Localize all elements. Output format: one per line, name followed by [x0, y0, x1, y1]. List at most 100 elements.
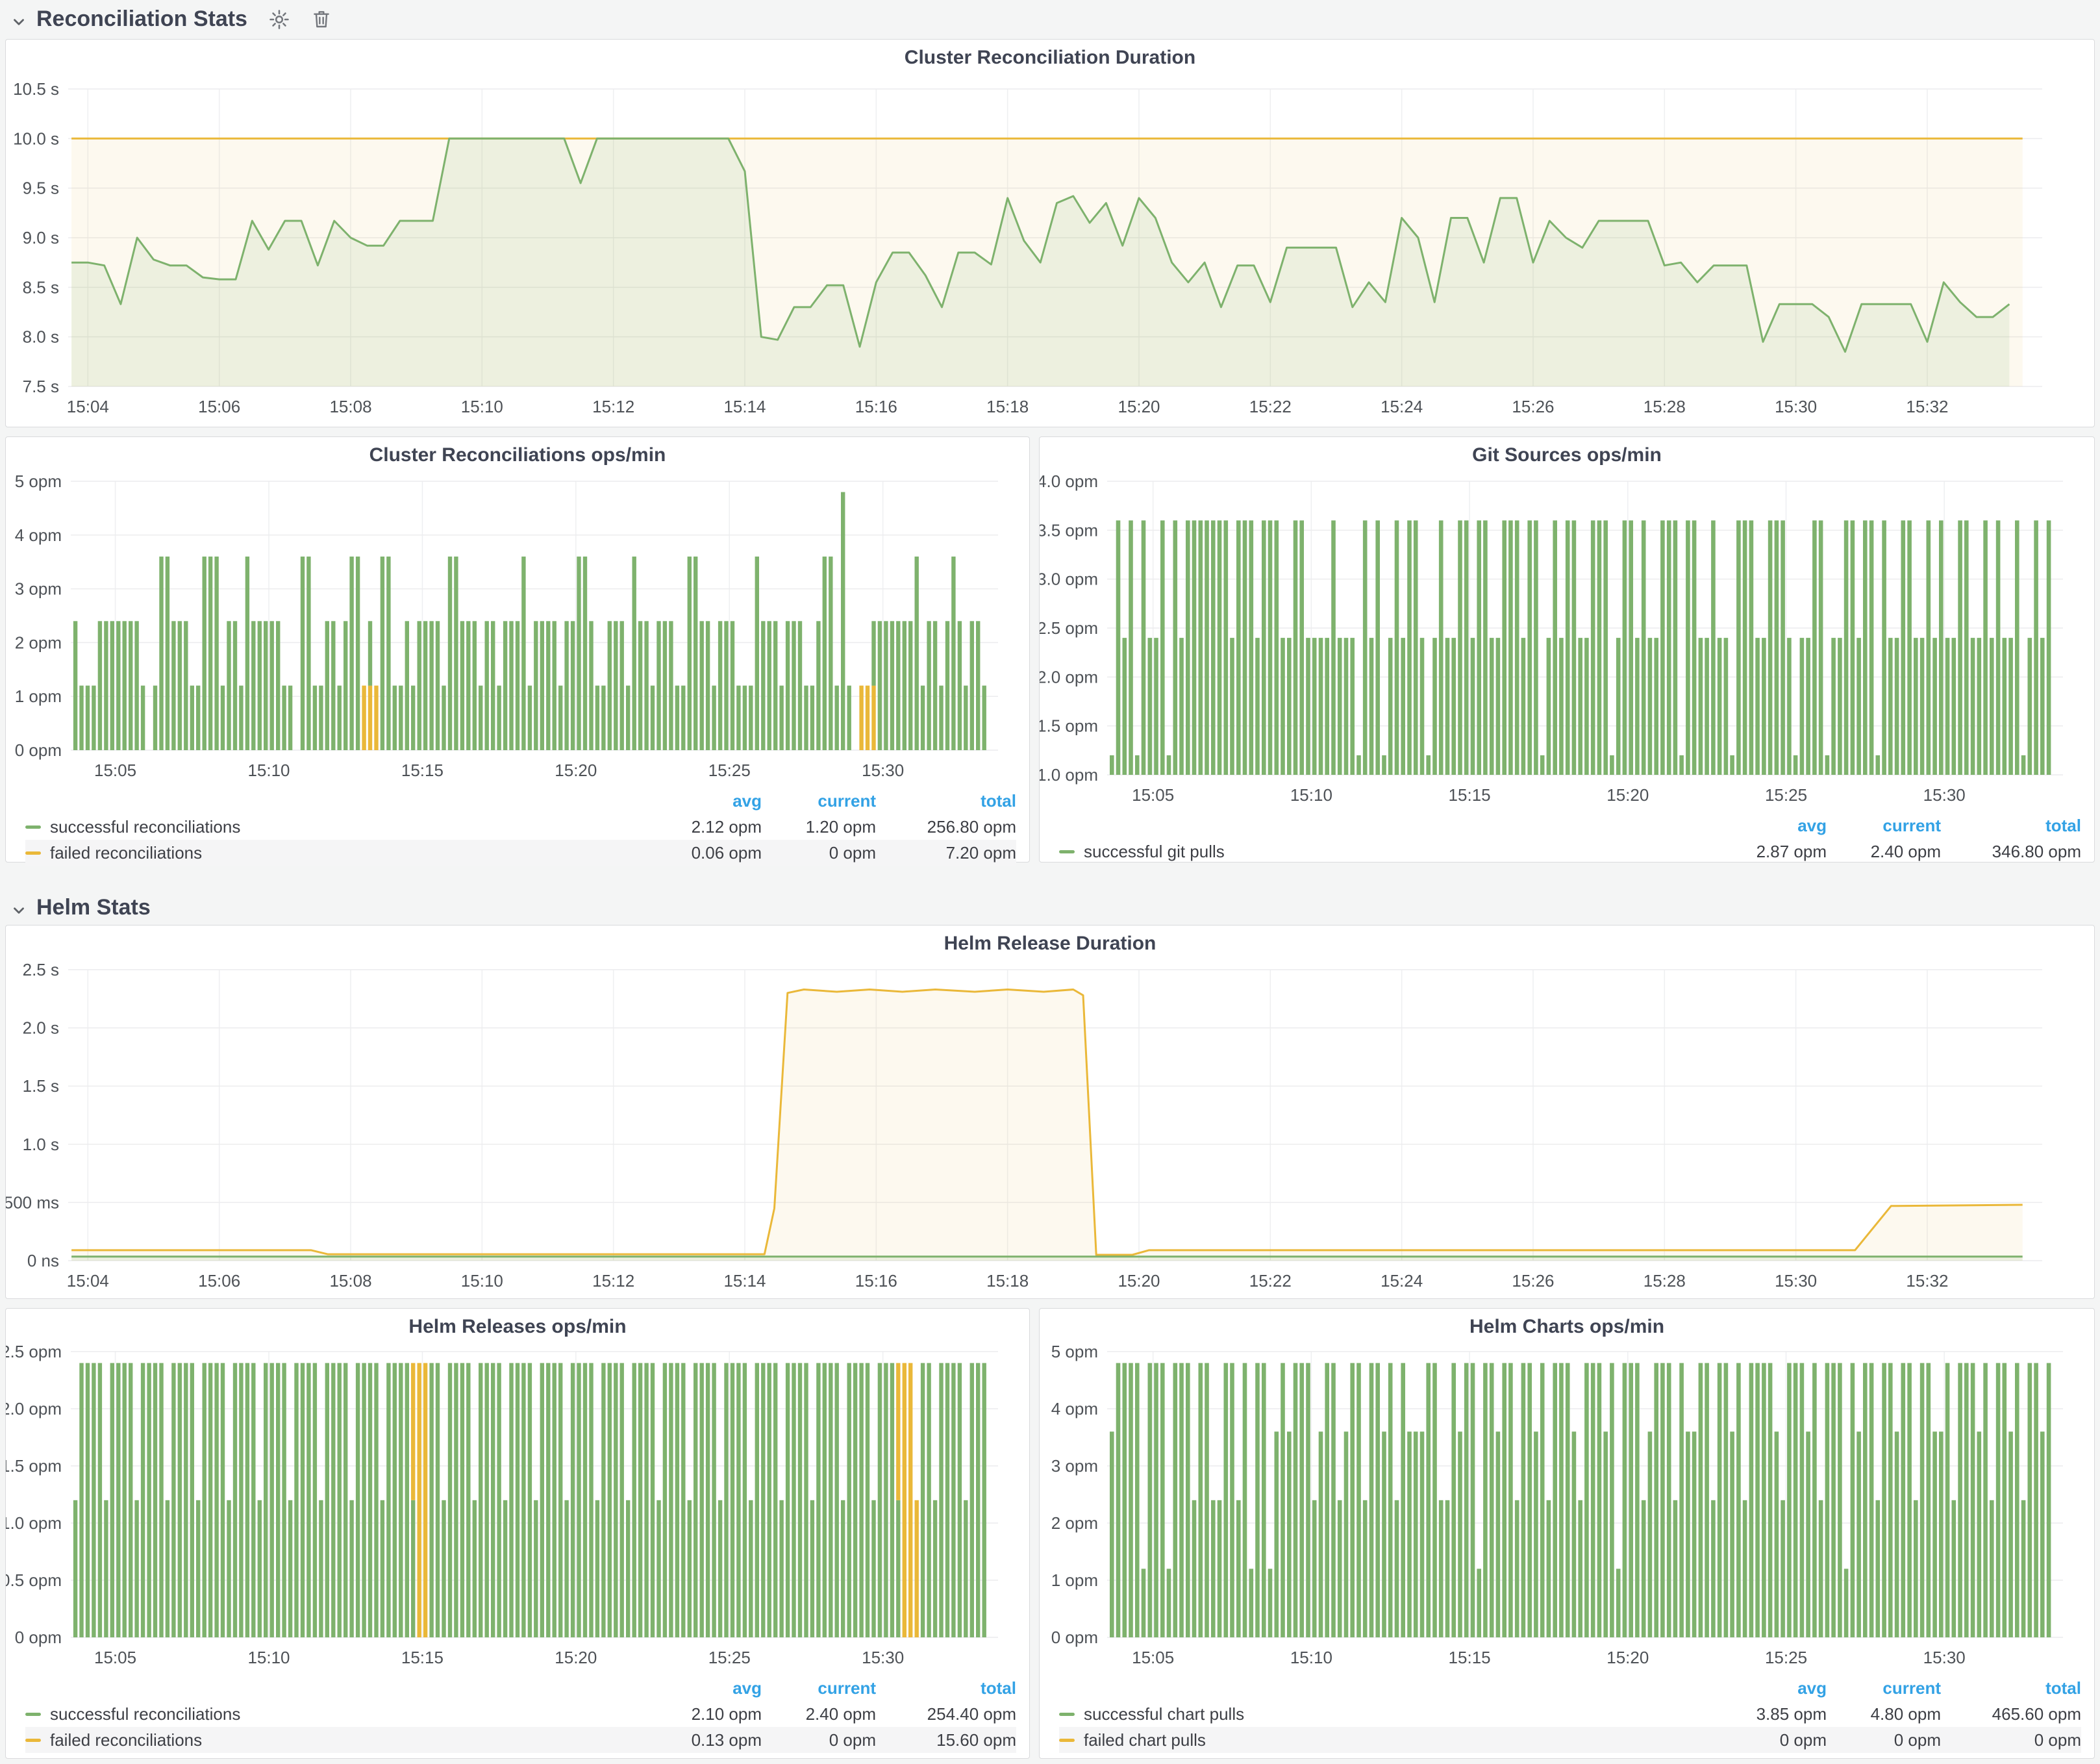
legend-col-total[interactable]: total: [2045, 816, 2081, 835]
svg-text:15:24: 15:24: [1381, 1271, 1423, 1291]
legend: avg current total successful git pulls 2.87 …: [1040, 811, 2094, 864]
svg-text:15:30: 15:30: [862, 761, 904, 780]
legend-col-current[interactable]: current: [818, 791, 876, 811]
svg-text:15:28: 15:28: [1644, 397, 1686, 416]
legend-current-value: 0 opm: [1894, 1730, 1941, 1750]
legend-col-total[interactable]: total: [981, 791, 1016, 811]
cluster-reconciliation-duration-chart[interactable]: 7.5 s 8.0 s 8.5 s 9.0 s 9.5 s 10.0 s 10.5 s 15:…: [6, 73, 2094, 428]
svg-text:3.5 opm: 3.5 opm: [1040, 520, 1098, 540]
svg-text:5 opm: 5 opm: [1051, 1342, 1098, 1361]
legend-col-total[interactable]: total: [2045, 1678, 2081, 1698]
legend-header: avg current total: [1059, 1675, 2081, 1701]
legend-series-label[interactable]: successful reconciliations: [25, 814, 647, 840]
svg-text:15:25: 15:25: [1765, 1648, 1807, 1667]
svg-text:1.5 s: 1.5 s: [23, 1076, 59, 1096]
legend: avg current total successful reconciliation…: [6, 1674, 1029, 1753]
svg-text:15:30: 15:30: [1775, 397, 1817, 416]
cluster-reconciliations-ops-chart[interactable]: 0 opm 1 opm 2 opm 3 opm 4 opm 5 opm 15:05 15:10…: [6, 471, 1029, 787]
svg-text:0 ns: 0 ns: [27, 1251, 59, 1270]
svg-text:15:10: 15:10: [247, 1648, 290, 1667]
legend-col-avg[interactable]: avg: [1797, 1678, 1827, 1698]
helm-releases-ops-chart[interactable]: 0 opm 0.5 opm 1.0 opm 1.5 opm 2.0 opm 2.5 opm…: [6, 1342, 1029, 1674]
svg-text:9.0 s: 9.0 s: [23, 228, 59, 247]
legend-total-value: 15.60 opm: [936, 1730, 1016, 1750]
svg-text:2.0 opm: 2.0 opm: [6, 1399, 62, 1418]
section-title: Helm Stats: [36, 895, 151, 920]
legend-col-current[interactable]: current: [1882, 816, 1941, 835]
legend-total-value: 254.40 opm: [927, 1704, 1016, 1724]
legend-col-avg[interactable]: avg: [732, 791, 762, 811]
svg-text:0 opm: 0 opm: [15, 1628, 62, 1647]
svg-text:15:32: 15:32: [1906, 1271, 1948, 1291]
panel-title[interactable]: Git Sources ops/min: [1472, 444, 1662, 466]
legend-col-current[interactable]: current: [818, 1678, 876, 1698]
svg-text:0 opm: 0 opm: [15, 740, 62, 760]
legend-row: failed reconciliations 0.06 opm 0 opm 7.20 …: [25, 840, 1016, 866]
svg-text:15:15: 15:15: [1449, 1648, 1491, 1667]
legend-current-value: 4.80 opm: [1870, 1704, 1941, 1724]
section-reconciliation-stats[interactable]: Reconciliation Stats: [10, 6, 333, 32]
legend-series-label[interactable]: failed chart pulls: [1059, 1727, 1712, 1753]
svg-text:15:08: 15:08: [329, 397, 371, 416]
svg-text:15:26: 15:26: [1512, 397, 1554, 416]
series-color-dash-icon: [25, 851, 41, 855]
panel-title[interactable]: Cluster Reconciliation Duration: [904, 47, 1196, 68]
svg-text:8.0 s: 8.0 s: [23, 327, 59, 347]
svg-text:2.5 opm: 2.5 opm: [6, 1342, 62, 1361]
git-sources-ops-chart[interactable]: 1.0 opm 1.5 opm 2.0 opm 2.5 opm 3.0 opm 3.5 o…: [1040, 471, 2094, 811]
helm-charts-ops-chart[interactable]: 0 opm 1 opm 2 opm 3 opm 4 opm 5 opm 15:05 15:10…: [1040, 1342, 2094, 1674]
svg-text:2 opm: 2 opm: [1051, 1513, 1098, 1533]
svg-text:15:16: 15:16: [855, 397, 897, 416]
svg-text:15:20: 15:20: [555, 1648, 597, 1667]
legend-row: failed chart pulls 0 opm 0 opm 0 opm: [1059, 1727, 2081, 1753]
svg-text:15:05: 15:05: [1132, 785, 1174, 805]
legend-avg-value: 2.12 opm: [691, 817, 762, 837]
svg-text:1.5 opm: 1.5 opm: [6, 1456, 62, 1476]
legend-current-value: 0 opm: [829, 843, 876, 863]
legend: avg current total successful reconciliation…: [6, 787, 1029, 866]
chevron-down-icon[interactable]: [10, 900, 27, 916]
trash-icon[interactable]: [311, 8, 333, 31]
svg-text:3 opm: 3 opm: [15, 579, 62, 599]
legend-col-current[interactable]: current: [1882, 1678, 1941, 1698]
svg-text:15:22: 15:22: [1249, 397, 1292, 416]
svg-text:15:08: 15:08: [329, 1271, 371, 1291]
section-title: Reconciliation Stats: [36, 6, 247, 31]
legend-series-label[interactable]: successful git pulls: [1059, 838, 1712, 864]
gear-icon[interactable]: [268, 8, 290, 31]
svg-text:15:05: 15:05: [94, 761, 136, 780]
panel-title[interactable]: Cluster Reconciliations ops/min: [369, 444, 666, 466]
svg-text:1.0 opm: 1.0 opm: [6, 1513, 62, 1533]
svg-text:1.5 opm: 1.5 opm: [1040, 716, 1098, 736]
legend-col-total[interactable]: total: [981, 1678, 1016, 1698]
svg-text:15:18: 15:18: [986, 1271, 1029, 1291]
svg-text:15:05: 15:05: [94, 1648, 136, 1667]
panel-helm-releases-ops: Helm Releases ops/min 0 opm 0.5 opm 1.0 op…: [5, 1308, 1030, 1759]
legend-total-value: 7.20 opm: [945, 843, 1016, 863]
legend-series-label[interactable]: successful chart pulls: [1059, 1701, 1712, 1727]
series-color-dash-icon: [25, 1712, 41, 1716]
legend-series-label[interactable]: successful reconciliations: [25, 1701, 647, 1727]
svg-text:4 opm: 4 opm: [1051, 1399, 1098, 1418]
panel-title[interactable]: Helm Release Duration: [944, 933, 1156, 954]
legend-avg-value: 0.13 opm: [691, 1730, 762, 1750]
legend-col-avg[interactable]: avg: [732, 1678, 762, 1698]
panel-title[interactable]: Helm Charts ops/min: [1469, 1316, 1665, 1337]
legend-total-value: 465.60 opm: [1992, 1704, 2081, 1724]
legend-col-avg[interactable]: avg: [1797, 816, 1827, 835]
legend-avg-value: 2.10 opm: [691, 1704, 762, 1724]
svg-text:2 opm: 2 opm: [15, 633, 62, 652]
svg-text:15:15: 15:15: [401, 761, 444, 780]
legend-series-label[interactable]: failed reconciliations: [25, 1727, 647, 1753]
svg-text:2.0 s: 2.0 s: [23, 1018, 59, 1038]
svg-text:2.0 opm: 2.0 opm: [1040, 667, 1098, 687]
svg-text:15:20: 15:20: [555, 761, 597, 780]
legend-row: successful git pulls 2.87 opm 2.40 opm 346.…: [1059, 838, 2081, 864]
panel-title[interactable]: Helm Releases ops/min: [408, 1316, 627, 1337]
section-helm-stats[interactable]: Helm Stats: [10, 895, 151, 920]
series-color-dash-icon: [1059, 850, 1075, 853]
svg-text:15:20: 15:20: [1606, 785, 1649, 805]
chevron-down-icon[interactable]: [10, 11, 27, 28]
helm-release-duration-chart[interactable]: 0 ns 500 ms 1.0 s 1.5 s 2.0 s 2.5 s 15:04 15:06…: [6, 959, 2094, 1300]
legend-series-label[interactable]: failed reconciliations: [25, 840, 647, 866]
